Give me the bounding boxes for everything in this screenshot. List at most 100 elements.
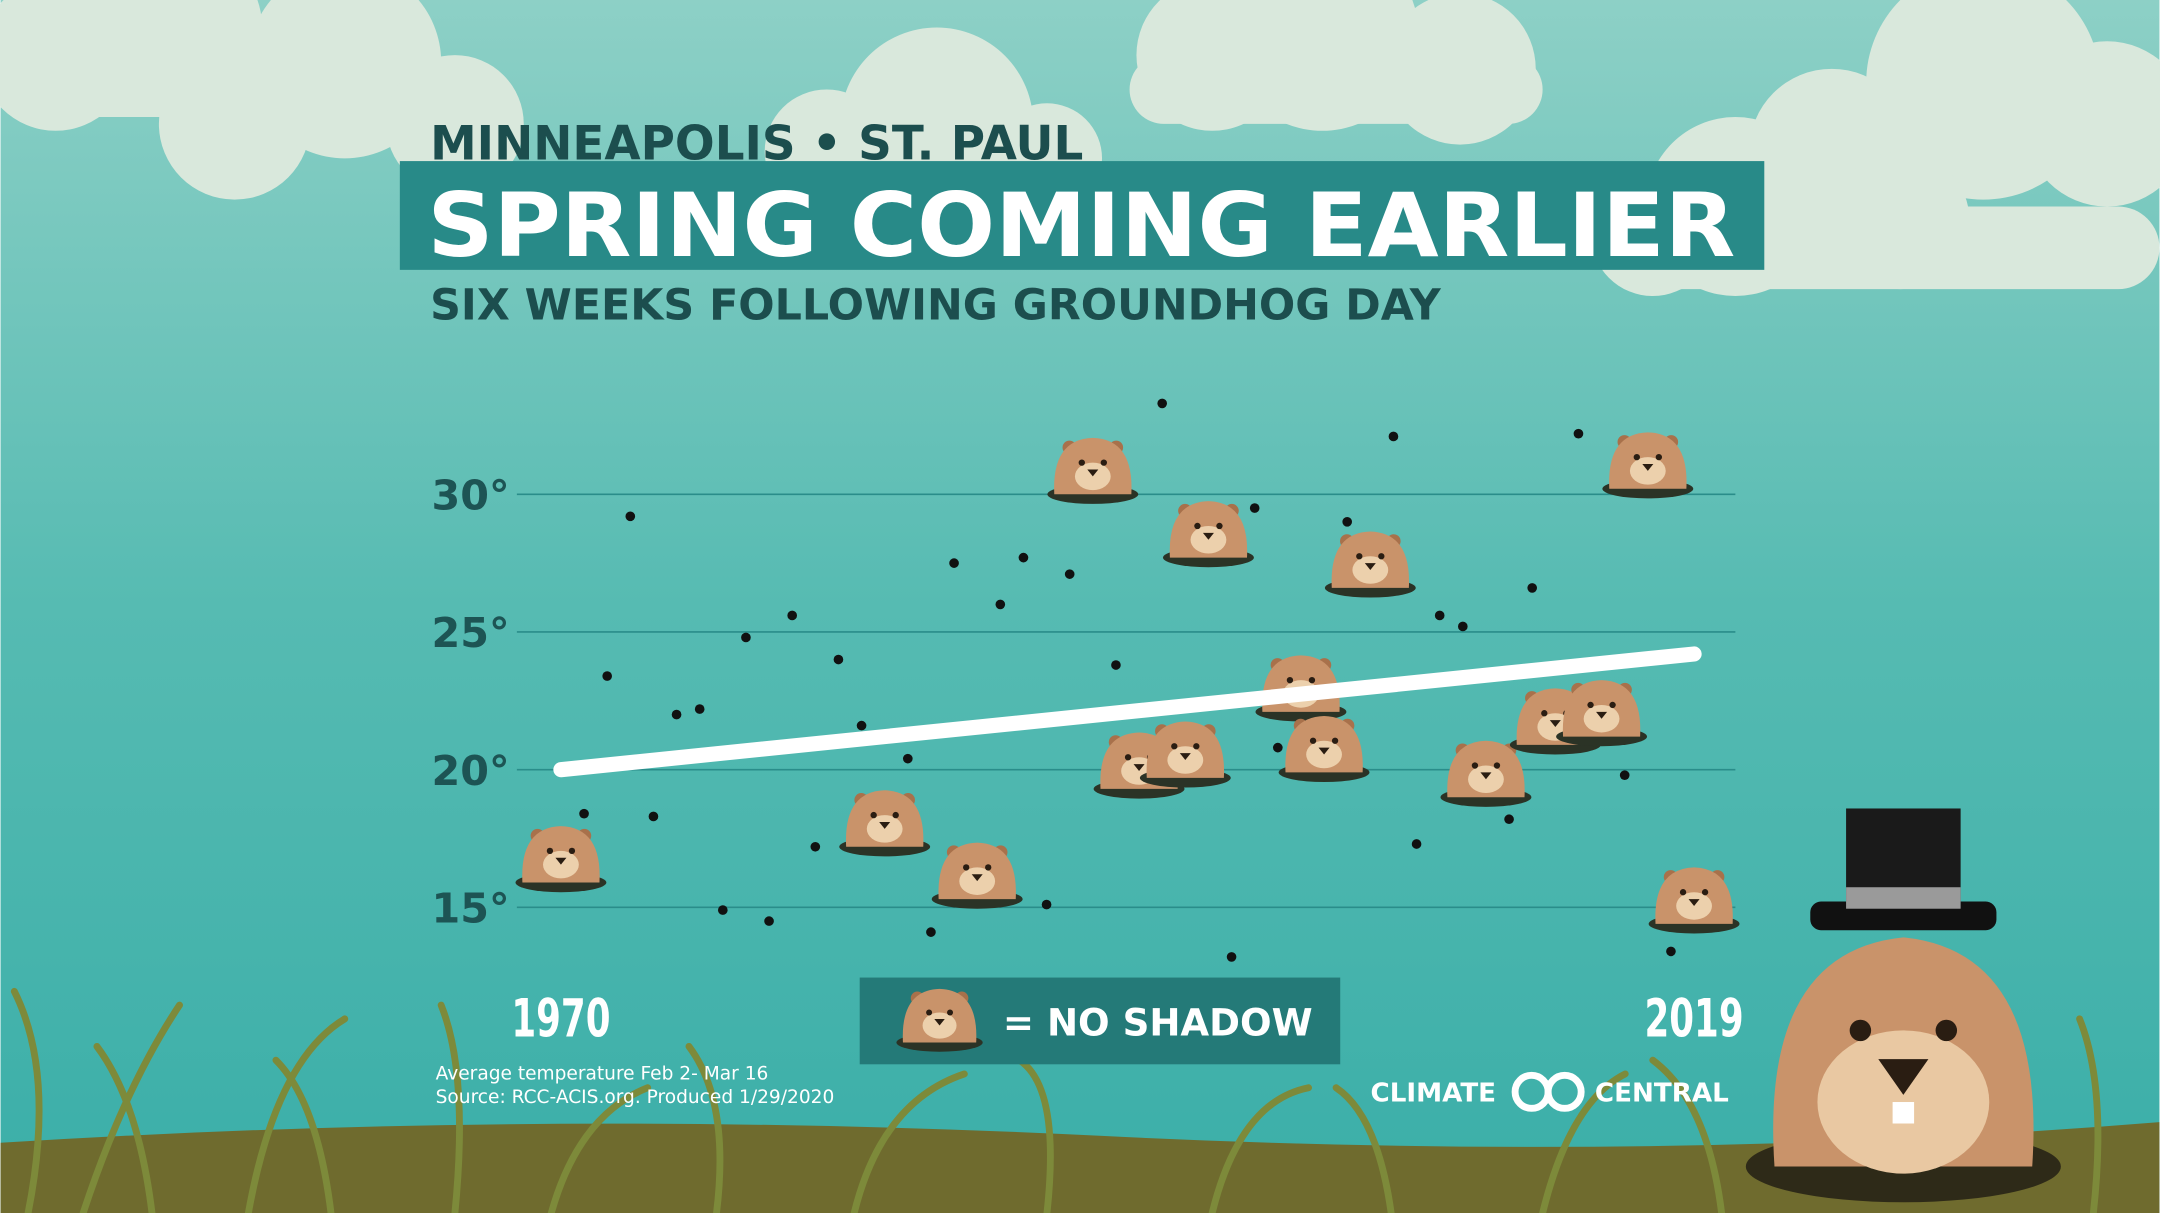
groundhog-point bbox=[1278, 715, 1370, 783]
groundhog-part bbox=[1074, 462, 1111, 491]
dot bbox=[1666, 946, 1676, 957]
groundhog-part bbox=[892, 811, 899, 819]
groundhog-point bbox=[1440, 740, 1532, 807]
dot bbox=[1226, 952, 1237, 962]
groundhog-part bbox=[1100, 459, 1107, 466]
groundhog-part bbox=[947, 1009, 954, 1016]
groundhog-part bbox=[1378, 553, 1385, 560]
mascot bbox=[1745, 808, 2061, 1203]
groundhog-part bbox=[1202, 532, 1214, 540]
clouds bbox=[0, 0, 2160, 297]
dot bbox=[1272, 742, 1283, 753]
dot bbox=[1458, 621, 1468, 632]
groundhog-part bbox=[1471, 762, 1479, 769]
groundhog-part bbox=[1308, 676, 1316, 684]
groundhog-part bbox=[1216, 522, 1223, 530]
groundhog-part bbox=[971, 874, 983, 882]
dot bbox=[1018, 552, 1029, 563]
dot bbox=[648, 811, 659, 822]
logo-text: CLIMATE bbox=[1371, 1078, 1497, 1108]
groundhog-part bbox=[866, 815, 903, 843]
groundhog-part bbox=[1583, 704, 1620, 733]
logo-mark bbox=[1511, 1071, 1585, 1112]
dot bbox=[671, 709, 682, 720]
groundhog-point bbox=[515, 826, 607, 893]
dot bbox=[764, 916, 774, 926]
groundhog-part bbox=[1356, 553, 1363, 560]
groundhog-part bbox=[985, 864, 992, 871]
groundhog-part bbox=[1655, 453, 1663, 461]
groundhog-point bbox=[931, 842, 1023, 909]
groundhog-part bbox=[1701, 889, 1709, 896]
dot bbox=[1111, 660, 1121, 670]
groundhog-part bbox=[1549, 720, 1561, 727]
groundhog-part bbox=[1078, 459, 1085, 466]
dot bbox=[1388, 431, 1399, 442]
groundhog-part bbox=[1679, 889, 1687, 896]
groundhog-part bbox=[1676, 892, 1712, 920]
groundhog-part bbox=[926, 1009, 933, 1016]
groundhog-part bbox=[1194, 522, 1201, 530]
groundhog-point bbox=[1139, 721, 1231, 788]
groundhog-part bbox=[1468, 765, 1504, 794]
groundhog-point bbox=[839, 790, 931, 857]
dot bbox=[1434, 610, 1445, 621]
ground bbox=[0, 987, 2160, 1213]
groundhog-part bbox=[1193, 743, 1200, 750]
groundhog-part bbox=[568, 847, 576, 855]
dot bbox=[625, 511, 636, 522]
groundhog-part bbox=[1167, 746, 1204, 774]
groundhog-part bbox=[1596, 711, 1608, 719]
dot bbox=[995, 599, 1006, 610]
dot bbox=[717, 905, 728, 915]
groundhog-part bbox=[1633, 453, 1640, 461]
dot bbox=[694, 704, 705, 714]
groundhog-point bbox=[1163, 501, 1254, 568]
groundhog-point bbox=[1324, 531, 1416, 598]
y-tick-label: 20° bbox=[432, 747, 510, 795]
groundhog-part bbox=[959, 867, 996, 895]
groundhog-part bbox=[1541, 710, 1548, 717]
groundhog-part bbox=[1087, 469, 1099, 477]
groundhog-part bbox=[1309, 737, 1317, 744]
dot bbox=[1064, 569, 1075, 579]
dot bbox=[579, 808, 589, 819]
x-tick-label: 2019 bbox=[1645, 989, 1744, 1050]
dot bbox=[1157, 398, 1168, 409]
groundhog-part bbox=[1629, 457, 1666, 485]
legend-icon bbox=[896, 988, 983, 1052]
dot bbox=[856, 720, 867, 731]
groundhog-part bbox=[555, 857, 567, 865]
dot bbox=[902, 753, 913, 764]
groundhog-part bbox=[1318, 747, 1330, 755]
groundhog-part bbox=[1642, 463, 1654, 471]
groundhog-part bbox=[1171, 743, 1178, 750]
dot bbox=[810, 841, 821, 852]
dot bbox=[1527, 583, 1538, 593]
dot bbox=[741, 632, 751, 643]
note: Average temperature Feb 2- Mar 16 bbox=[436, 1063, 769, 1084]
title-box bbox=[399, 161, 1765, 270]
groundhog-part bbox=[1609, 701, 1616, 709]
dot bbox=[1411, 839, 1422, 849]
logo-text: CENTRAL bbox=[1595, 1078, 1729, 1108]
groundhog-part bbox=[1480, 772, 1492, 780]
groundhog-part bbox=[1331, 737, 1339, 744]
groundhog-part bbox=[1364, 563, 1376, 571]
chart-title: SPRING COMING EARLIER bbox=[427, 174, 1735, 277]
groundhog-part bbox=[963, 864, 970, 871]
dot bbox=[833, 654, 844, 665]
groundhog-part bbox=[1587, 701, 1594, 709]
groundhog-part bbox=[879, 821, 891, 829]
dot bbox=[602, 671, 612, 681]
chart-subtitle: SIX WEEKS FOLLOWING GROUNDHOG DAY bbox=[430, 280, 1442, 330]
dot bbox=[1342, 517, 1353, 527]
y-tick-label: 15° bbox=[432, 884, 510, 932]
groundhog-part bbox=[1124, 754, 1132, 761]
groundhog-part bbox=[934, 1019, 945, 1026]
dot bbox=[926, 927, 936, 937]
groundhog-point bbox=[1602, 432, 1694, 499]
note: Source: RCC-ACIS.org. Produced 1/29/2020 bbox=[436, 1087, 835, 1108]
